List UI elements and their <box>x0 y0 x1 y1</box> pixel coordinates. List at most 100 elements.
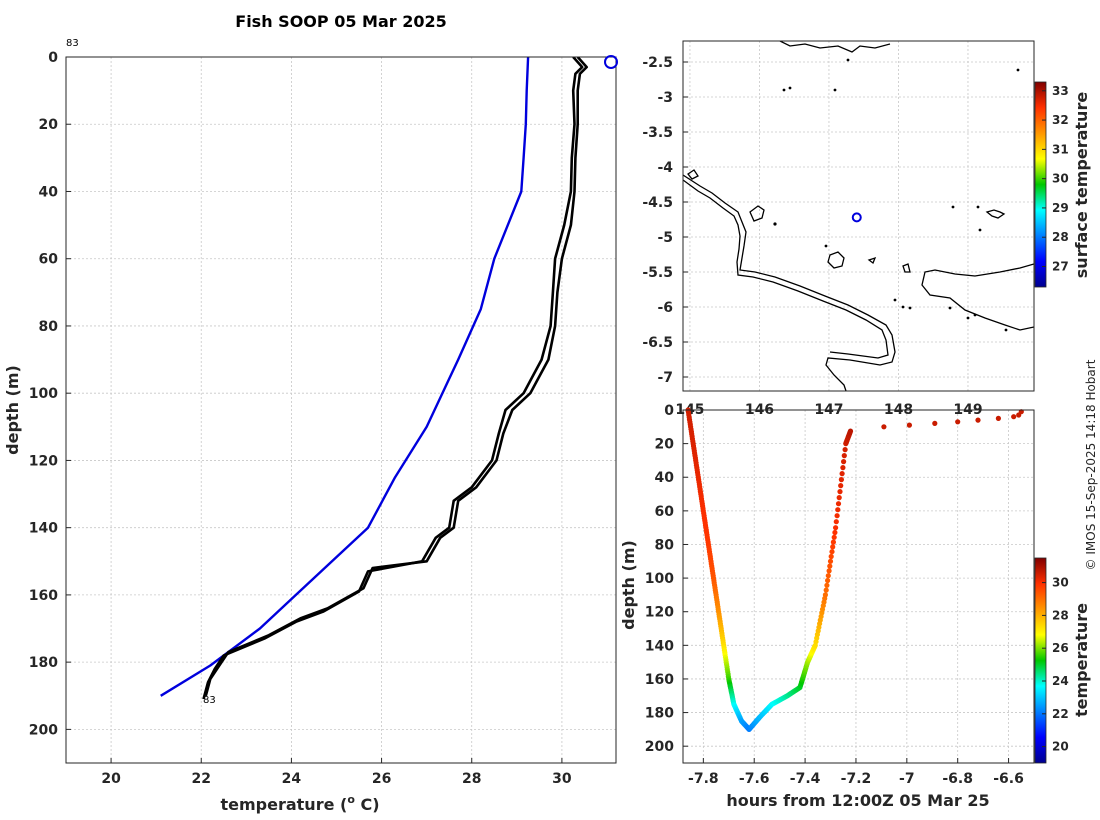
coastlines <box>683 41 1034 391</box>
map-colorbar-tick-label: 27 <box>1052 260 1069 274</box>
td-xtick-label: -6.6 <box>993 771 1024 787</box>
td-xtick-label: -7 <box>899 771 915 787</box>
td-ytick-label: 180 <box>645 706 674 722</box>
td-trace-point <box>838 483 844 489</box>
profile-ytick-label: 40 <box>39 184 59 200</box>
island-small-6 <box>867 256 877 265</box>
profile-xtick-label: 20 <box>101 771 121 787</box>
profile-ytick-label: 160 <box>29 588 58 604</box>
td-trace-point <box>842 447 848 453</box>
series-profile-1 <box>204 57 588 697</box>
profile-xtick-label: 30 <box>552 771 572 787</box>
map-islets <box>773 58 1020 332</box>
td-trace-point <box>827 558 834 564</box>
td-colorbar-tick-label: 22 <box>1052 707 1069 721</box>
td-xtick-label: -7.4 <box>790 771 821 787</box>
td-trace-point <box>827 563 833 569</box>
profile-ytick-label: 20 <box>39 117 59 133</box>
map-colorbar <box>1034 81 1047 288</box>
td-colorbar-tick-label: 20 <box>1052 740 1069 754</box>
td-trace-point <box>833 519 839 525</box>
td-colorbar <box>1034 557 1047 764</box>
td-trace-point <box>836 495 842 501</box>
td-trace-point <box>838 477 845 483</box>
td-trace-point <box>832 529 838 536</box>
td-ytick-label: 200 <box>645 739 674 755</box>
td-trace-point <box>840 465 846 471</box>
td-x-axis-label: hours from 12:00Z 05 Mar 25 <box>726 791 989 810</box>
profile-xtick-label: 26 <box>372 771 391 787</box>
td-ytick-label: 100 <box>645 571 674 587</box>
island-small-3 <box>687 169 699 180</box>
island-north <box>779 41 891 53</box>
profile-ytick-label: 200 <box>29 722 58 738</box>
profile-ytick-label: 100 <box>29 386 58 402</box>
profile-label-top: 83 <box>66 38 79 49</box>
map-colorbar-tick-label: 31 <box>1052 142 1069 156</box>
td-ytick-label: 20 <box>655 437 675 453</box>
profile-ytick-label: 60 <box>39 252 59 268</box>
td-ytick-label: 160 <box>645 672 674 688</box>
td-axes-box <box>682 409 1035 764</box>
td-trace-point <box>833 525 839 531</box>
map-ytick-label: -7 <box>657 370 673 386</box>
td-trace-point <box>829 549 835 555</box>
island-small-5 <box>902 263 911 273</box>
td-xtick-label: -7.6 <box>739 771 770 787</box>
td-surface-point <box>975 417 981 423</box>
td-xtick-label: -6.8 <box>942 771 973 787</box>
chart-title: Fish SOOP 05 Mar 2025 <box>235 12 446 31</box>
map-ytick-label: -5 <box>657 230 673 246</box>
td-trace-point <box>828 553 834 560</box>
x-axis-label: temperature (o C) <box>220 793 379 814</box>
profile-ytick-label: 0 <box>48 50 58 66</box>
map-colorbar-tick-label: 29 <box>1052 201 1069 215</box>
profile-xtick-label: 28 <box>462 771 481 787</box>
td-trace-point <box>847 428 854 434</box>
td-colorbar-tick-label: 24 <box>1052 674 1069 688</box>
map-colorbar-tick-label: 33 <box>1052 84 1069 98</box>
map-colorbar-label: surface temperature <box>1072 92 1091 279</box>
td-surface-point <box>881 424 887 430</box>
map-colorbar-tick-label: 32 <box>1052 113 1069 127</box>
td-trace-point <box>831 534 837 540</box>
map-ytick-label: -5.5 <box>642 265 673 281</box>
td-ytick-label: 0 <box>664 403 674 419</box>
td-trace-point <box>830 539 837 545</box>
profile-ytick-label: 80 <box>39 319 59 335</box>
td-trace-point <box>837 489 843 495</box>
td-trace-point <box>841 459 847 465</box>
map-colorbar-tick-label: 28 <box>1052 230 1069 244</box>
series-profile-2 <box>202 57 584 700</box>
td-surface-point <box>932 420 938 426</box>
td-colorbar-tick-label: 26 <box>1052 641 1069 655</box>
station-marker <box>851 212 862 223</box>
profile-axes-box <box>65 56 617 764</box>
td-xtick-label: -7.2 <box>841 771 872 787</box>
td-surface-point <box>1011 414 1017 420</box>
td-trace-point <box>826 568 832 574</box>
td-ytick-label: 120 <box>645 605 674 621</box>
td-trace-point <box>825 577 831 584</box>
td-trace-point <box>835 501 842 507</box>
td-trace-point <box>825 573 831 579</box>
td-trace-point <box>834 513 840 519</box>
profile-ytick-label: 140 <box>29 521 58 537</box>
series-climatology <box>160 57 530 697</box>
td-trace-point <box>822 592 829 598</box>
td-trace-point <box>830 544 836 550</box>
map-colorbar-tick-label: 30 <box>1052 172 1069 186</box>
td-trace-point <box>824 582 830 588</box>
y-axis-label: depth (m) <box>3 365 22 455</box>
td-ytick-label: 140 <box>645 638 674 654</box>
map-ytick-label: -3.5 <box>642 125 673 141</box>
profile-label-bottom: 83 <box>203 695 216 706</box>
coastline-inner <box>683 179 889 359</box>
td-colorbar-tick-label: 28 <box>1052 608 1069 622</box>
td-ytick-label: 80 <box>655 537 675 553</box>
coastline-outer <box>683 174 896 391</box>
map-ytick-label: -6 <box>657 300 673 316</box>
map-ytick-label: -6.5 <box>642 335 673 351</box>
profile-xtick-label: 22 <box>192 771 211 787</box>
